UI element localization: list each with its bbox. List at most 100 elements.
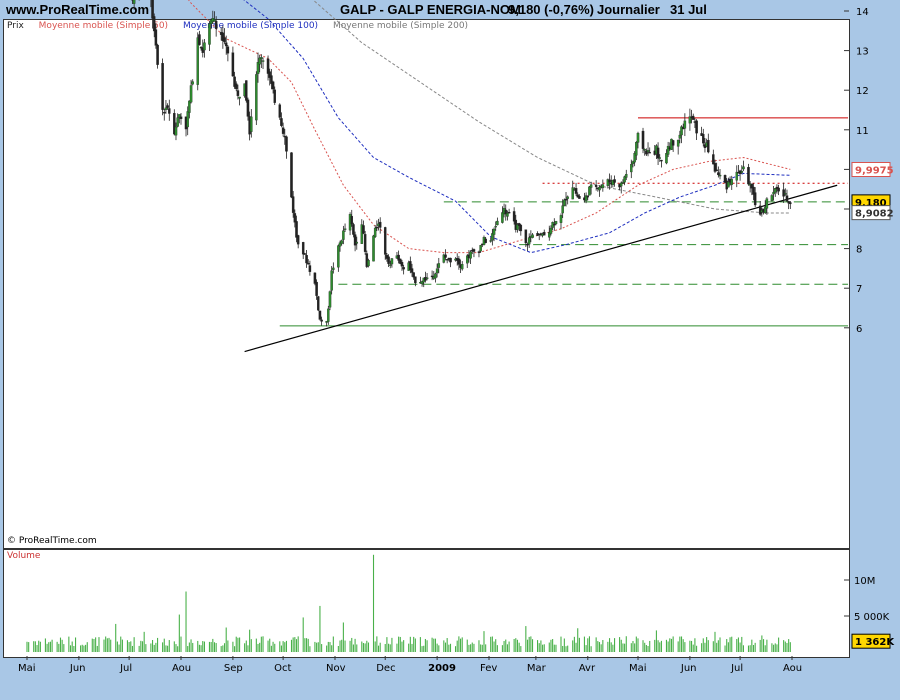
candle-body: [186, 111, 189, 128]
candle-body: [723, 175, 727, 183]
candle-body: [256, 61, 260, 75]
candle-body: [747, 167, 750, 185]
candle-body: [554, 221, 558, 225]
candle-body: [526, 244, 529, 246]
y-tick-label: 13: [856, 47, 869, 58]
candle-body: [750, 183, 754, 189]
candle-body: [283, 135, 287, 138]
candle-body: [641, 130, 645, 149]
candle-body: [285, 136, 288, 152]
candle-body: [238, 96, 241, 99]
candle-body: [678, 134, 682, 139]
candle-body: [270, 75, 273, 84]
candle-body: [387, 256, 390, 264]
candle-body: [154, 29, 158, 46]
x-tick-label: Jun: [69, 663, 86, 674]
candle-body: [213, 19, 216, 22]
x-tick-label: Sep: [224, 663, 243, 674]
candle-body: [717, 172, 720, 176]
y-tick-label: 7: [856, 284, 862, 295]
x-tick-label: 2009: [428, 663, 456, 674]
candle-body: [178, 114, 181, 118]
candle-body: [621, 182, 625, 184]
ma50-line: [188, 0, 791, 254]
candle-body: [414, 276, 417, 284]
candle-body: [491, 233, 494, 241]
y-tick-label: 6: [856, 324, 862, 335]
x-tick-label: Mai: [629, 663, 647, 674]
candle-body: [784, 193, 787, 195]
candle-body: [303, 253, 307, 255]
last-price-badge-text: 9,180: [855, 198, 887, 209]
candle-body: [271, 81, 275, 90]
candle-body: [372, 235, 375, 262]
candle-body: [466, 255, 469, 264]
candle-body: [214, 20, 218, 29]
candle-body: [332, 267, 335, 270]
candle-body: [561, 205, 564, 214]
candle-body: [785, 195, 789, 202]
candle-body: [236, 90, 240, 96]
ma100-badge-box: [851, 205, 891, 221]
candle-body: [442, 254, 446, 263]
candle-body: [327, 308, 330, 322]
candle-body: [460, 264, 464, 270]
candle-body: [400, 261, 404, 267]
candle-body: [163, 112, 166, 114]
candle-body: [524, 229, 528, 244]
instrument-title: GALP - GALP ENERGIA-NOM: [340, 2, 521, 17]
last-volume-box: [851, 633, 891, 649]
site-name[interactable]: www.ProRealTime.com: [6, 2, 150, 17]
volume-tick-label: 5 000K: [854, 612, 890, 623]
candle-body: [553, 224, 556, 226]
candle-body: [631, 161, 635, 164]
candle-body: [434, 273, 437, 279]
candle-body: [630, 164, 633, 173]
candle-body: [516, 224, 519, 230]
candle-body: [648, 152, 651, 154]
x-tick-label: Mai: [18, 663, 36, 674]
candle-body: [623, 176, 626, 183]
candle-body: [250, 116, 253, 132]
x-tick-label: Jul: [119, 663, 132, 674]
candle-body: [166, 105, 169, 108]
candle-body: [260, 57, 263, 59]
candle-body: [355, 241, 359, 244]
candle-body: [151, 0, 154, 19]
candle-body: [353, 234, 357, 246]
candle-body: [774, 188, 777, 193]
ma100-badge-text: 8,9082: [855, 209, 894, 220]
candle-body: [559, 215, 563, 223]
candle-body: [198, 34, 201, 45]
candle-body: [367, 260, 370, 267]
candle-body: [742, 166, 745, 170]
candle-body: [231, 52, 235, 77]
candle-body: [646, 150, 650, 152]
candle-body: [576, 194, 579, 198]
header-bar: www.ProRealTime.com GALP - GALP ENERGIA-…: [0, 0, 900, 18]
x-tick-label: Dec: [376, 663, 395, 674]
candle-body: [501, 212, 504, 223]
candle-body: [281, 127, 285, 134]
candle-body: [233, 76, 236, 87]
candle-body: [457, 258, 461, 265]
candle-body: [789, 202, 792, 205]
candle-body: [718, 174, 722, 177]
candle-body: [507, 211, 511, 214]
candle-body: [258, 57, 261, 65]
candle-body: [191, 81, 194, 85]
candle-body: [735, 171, 739, 181]
legend-ma200: Moyenne mobile (Simple 200): [332, 21, 469, 31]
x-tick-label: Aou: [783, 663, 802, 674]
candle-body: [496, 220, 499, 226]
candle-body: [132, 0, 136, 4]
x-tick-label: Fev: [480, 663, 497, 674]
candle-body: [620, 182, 623, 187]
candle-body: [504, 209, 508, 215]
candle-body: [730, 179, 733, 185]
candle-body: [712, 154, 715, 165]
candle-body: [517, 223, 521, 226]
candle-body: [477, 251, 481, 253]
candle-body: [564, 198, 568, 201]
candle-body: [484, 238, 487, 244]
